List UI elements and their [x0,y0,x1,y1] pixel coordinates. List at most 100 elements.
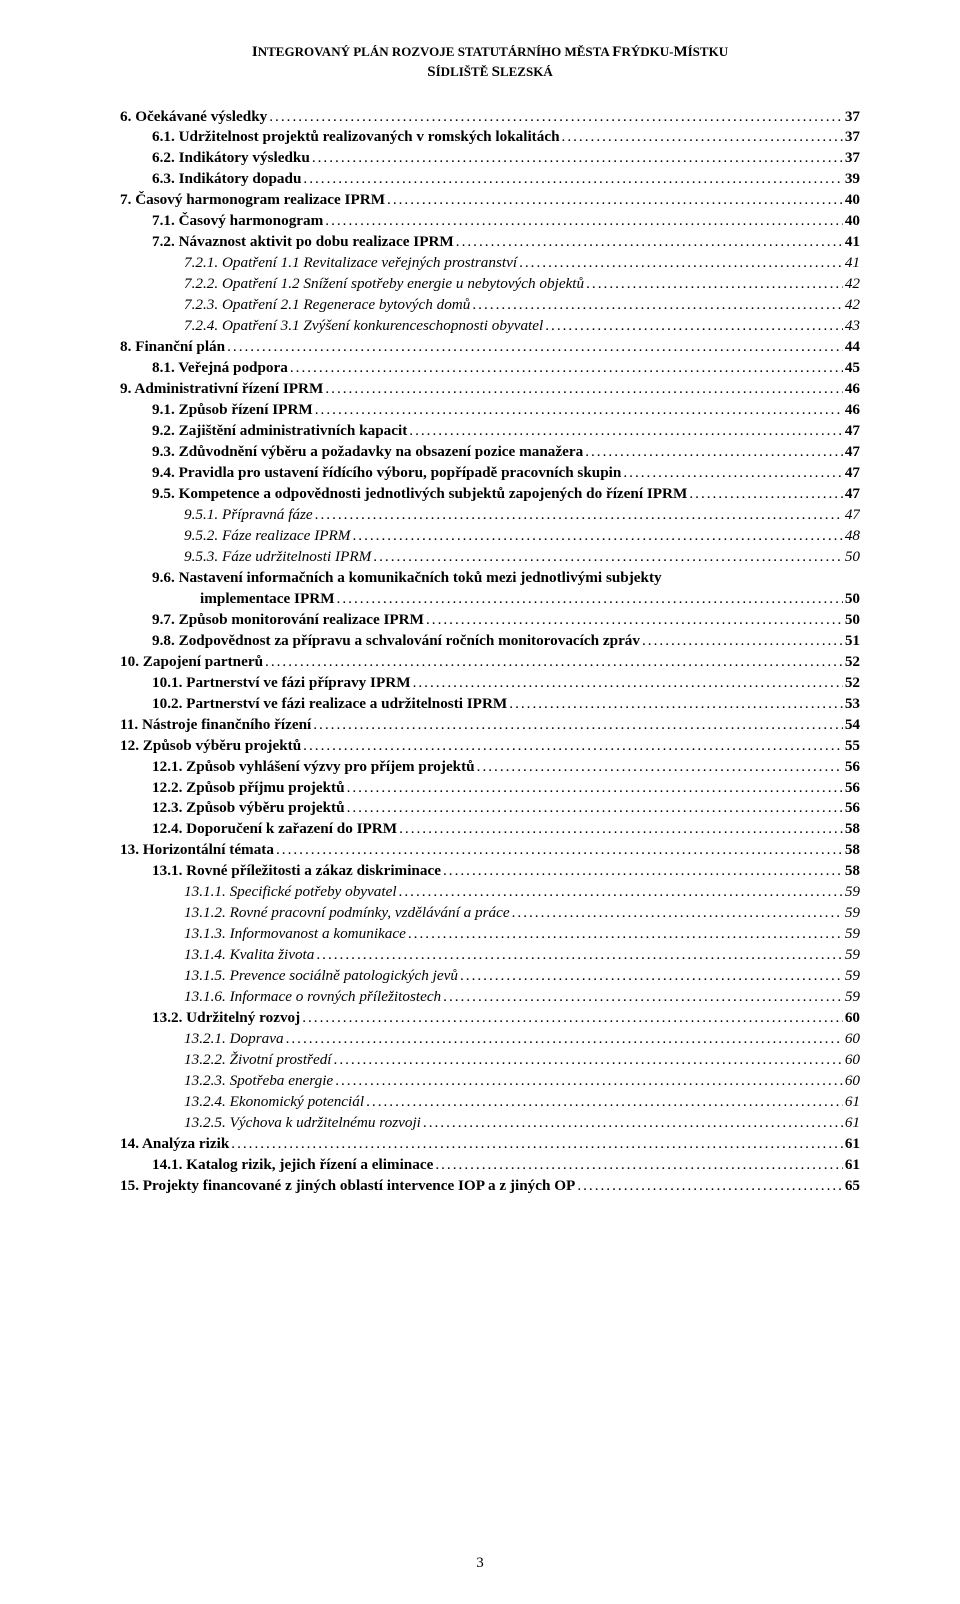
toc-page: 50 [845,547,860,568]
toc-entry: 15. Projekty financované z jiných oblast… [120,1176,860,1197]
toc-entry: 13.2.2. Životní prostředí 60 [120,1050,860,1071]
toc-label: 13.2.3. Spotřeba energie [184,1071,333,1092]
toc-page: 54 [845,715,860,736]
toc-entry: 9. Administrativní řízení IPRM 46 [120,379,860,400]
toc-entry: 13.2. Udržitelný rozvoj 60 [120,1008,860,1029]
toc-label: 7.2.2. Opatření 1.2 Snížení spotřeby ene… [184,274,584,295]
toc-page: 47 [845,505,860,526]
toc-leader [586,274,843,295]
toc-label: 7. Časový harmonogram realizace IPRM [120,190,385,211]
toc-page: 44 [845,337,860,358]
toc-entry: 13.1.4. Kvalita života 59 [120,945,860,966]
toc-entry: 12.2. Způsob příjmu projektů 56 [120,778,860,799]
toc-page: 37 [845,148,860,169]
toc-page: 61 [845,1134,860,1155]
toc-page: 46 [845,379,860,400]
toc-page: 41 [845,253,860,274]
toc-leader [366,1092,843,1113]
toc-leader [512,903,843,924]
toc-label: 13.1.5. Prevence sociálně patologických … [184,966,458,987]
toc-leader [352,526,842,547]
toc-page: 51 [845,631,860,652]
toc-leader [443,987,843,1008]
toc-entry: 13.1.1. Specifické potřeby obyvatel 59 [120,882,860,903]
toc-leader [290,358,843,379]
toc-page: 52 [845,673,860,694]
toc-leader [347,778,843,799]
toc-page: 60 [845,1008,860,1029]
toc-entry: 14.1. Katalog rizik, jejich řízení a eli… [120,1155,860,1176]
toc-leader [577,1176,843,1197]
toc-entry: 7.1. Časový harmonogram 40 [120,211,860,232]
toc-entry: 9.2. Zajištění administrativních kapacit… [120,421,860,442]
toc-leader [302,1008,843,1029]
toc-page: 61 [845,1092,860,1113]
toc-label: 13. Horizontální témata [120,840,274,861]
toc-leader [399,819,843,840]
toc-label: 12.1. Způsob vyhlášení výzvy pro příjem … [152,757,475,778]
toc-page: 47 [845,421,860,442]
toc-entry: 10.1. Partnerství ve fázi přípravy IPRM … [120,673,860,694]
toc-leader [460,966,843,987]
toc-leader [303,169,842,190]
toc-label: 9.7. Způsob monitorování realizace IPRM [152,610,424,631]
toc-entry: 7.2.2. Opatření 1.2 Snížení spotřeby ene… [120,274,860,295]
toc-entry: 10. Zapojení partnerů 52 [120,652,860,673]
toc-leader [409,421,843,442]
toc-label: 9.5. Kompetence a odpovědnosti jednotliv… [152,484,687,505]
toc-entry: 7. Časový harmonogram realizace IPRM 40 [120,190,860,211]
toc-leader [303,736,843,757]
toc-entry: 9.5.2. Fáze realizace IPRM 48 [120,526,860,547]
toc-leader [373,547,843,568]
toc-page: 37 [845,127,860,148]
toc-leader [562,127,843,148]
toc-page: 42 [845,274,860,295]
toc-leader [265,652,843,673]
toc-entry: 12.1. Způsob vyhlášení výzvy pro příjem … [120,757,860,778]
toc-page: 65 [845,1176,860,1197]
toc-label: 12.2. Způsob příjmu projektů [152,778,345,799]
toc-entry: 7.2. Návaznost aktivit po dobu realizace… [120,232,860,253]
toc-entry: 6.3. Indikátory dopadu 39 [120,169,860,190]
toc-entry: 13.2.3. Spotřeba energie 60 [120,1071,860,1092]
toc-leader [413,673,843,694]
toc-leader [519,253,843,274]
toc-leader [276,840,843,861]
toc-entry: 13.1. Rovné příležitosti a zákaz diskrim… [120,861,860,882]
toc-leader [426,610,843,631]
toc-entry: 10.2. Partnerství ve fázi realizace a ud… [120,694,860,715]
toc-label: 13.1.2. Rovné pracovní podmínky, vzděláv… [184,903,510,924]
toc-entry: implementace IPRM 50 [120,589,860,610]
toc-page: 40 [845,190,860,211]
toc-label: 7.2.1. Opatření 1.1 Revitalizace veřejný… [184,253,517,274]
toc-leader [423,1113,843,1134]
toc-page: 45 [845,358,860,379]
toc-label: 8.1. Veřejná podpora [152,358,288,379]
toc-page: 47 [845,463,860,484]
toc-leader [335,1071,843,1092]
toc-label: 12.3. Způsob výběru projektů [152,798,345,819]
toc-leader [408,924,843,945]
toc-leader [509,694,843,715]
toc-label: 13.2.2. Životní prostředí [184,1050,332,1071]
toc-page: 39 [845,169,860,190]
toc-page: 52 [845,652,860,673]
toc-entry: 9.4. Pravidla pro ustavení řídícího výbo… [120,463,860,484]
toc-label: 13.2.4. Ekonomický potenciál [184,1092,364,1113]
toc-leader [456,232,843,253]
toc-page: 47 [845,484,860,505]
toc-page: 61 [845,1155,860,1176]
toc-label: 12.4. Doporučení k zařazení do IPRM [152,819,397,840]
toc-leader [689,484,842,505]
toc-entry: 7.2.3. Opatření 2.1 Regenerace bytových … [120,295,860,316]
toc-label: 7.1. Časový harmonogram [152,211,323,232]
toc-page: 47 [845,442,860,463]
toc-label: 7.2.3. Opatření 2.1 Regenerace bytových … [184,295,470,316]
toc-page: 56 [845,778,860,799]
toc-page: 43 [845,316,860,337]
toc-entry: 13.1.3. Informovanost a komunikace 59 [120,924,860,945]
toc-label: 9.8. Zodpovědnost za přípravu a schvalov… [152,631,640,652]
toc-entry: 6. Očekávané výsledky 37 [120,107,860,128]
toc-leader [347,798,843,819]
toc-entry: 13.2.1. Doprava 60 [120,1029,860,1050]
